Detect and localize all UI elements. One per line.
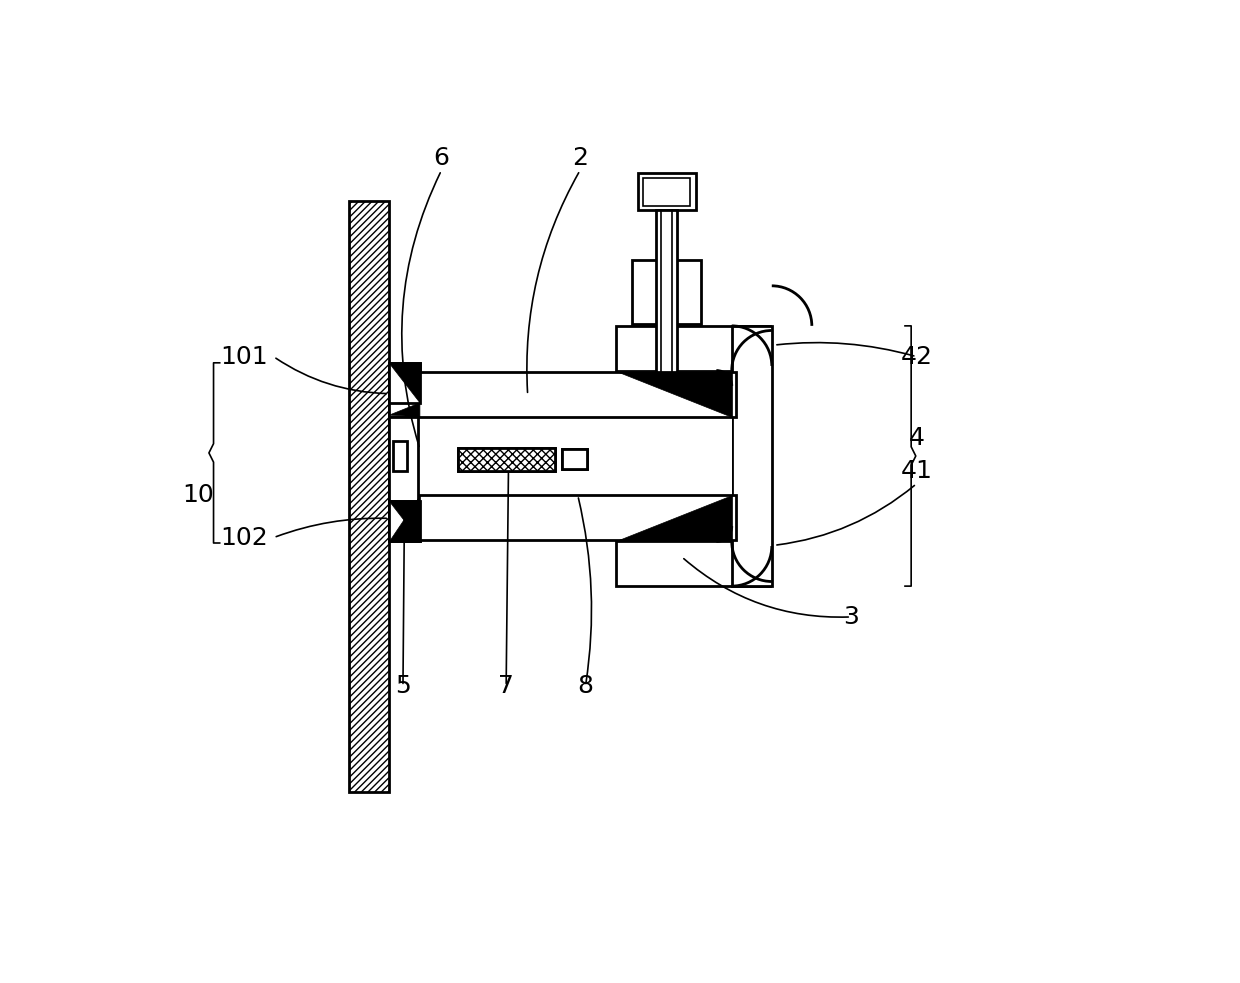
Bar — [389, 501, 420, 542]
Text: 5: 5 — [396, 674, 410, 698]
Bar — [389, 363, 422, 403]
Bar — [389, 495, 735, 540]
Polygon shape — [389, 363, 420, 403]
Bar — [563, 449, 587, 469]
Bar — [616, 325, 770, 371]
Text: 101: 101 — [221, 345, 268, 369]
Text: 42: 42 — [900, 345, 932, 369]
Bar — [631, 260, 701, 324]
Text: 2: 2 — [572, 146, 588, 170]
Text: 8: 8 — [578, 674, 594, 698]
Bar — [350, 202, 389, 791]
Bar — [389, 363, 420, 403]
Bar — [644, 178, 691, 205]
Text: 10: 10 — [182, 484, 215, 507]
Bar — [616, 542, 770, 586]
Text: 41: 41 — [900, 459, 932, 483]
Polygon shape — [616, 495, 732, 542]
Text: 3: 3 — [843, 605, 859, 629]
Polygon shape — [616, 371, 732, 417]
Polygon shape — [389, 501, 420, 542]
Text: 6: 6 — [434, 146, 449, 170]
Text: 7: 7 — [498, 674, 515, 698]
Bar — [389, 372, 735, 417]
Bar — [389, 363, 420, 403]
Polygon shape — [389, 501, 420, 542]
Bar — [637, 173, 696, 210]
Bar — [563, 449, 587, 469]
Polygon shape — [389, 403, 420, 417]
Bar — [459, 447, 554, 471]
Bar — [732, 325, 771, 586]
Polygon shape — [389, 363, 420, 403]
Text: 4: 4 — [909, 426, 925, 449]
Bar — [656, 210, 677, 372]
Text: 102: 102 — [221, 526, 268, 549]
Bar — [389, 501, 422, 542]
Polygon shape — [389, 495, 420, 542]
Bar — [393, 441, 407, 471]
Bar — [459, 447, 554, 471]
Bar — [618, 372, 732, 541]
Bar — [389, 417, 418, 501]
Bar — [389, 501, 420, 542]
